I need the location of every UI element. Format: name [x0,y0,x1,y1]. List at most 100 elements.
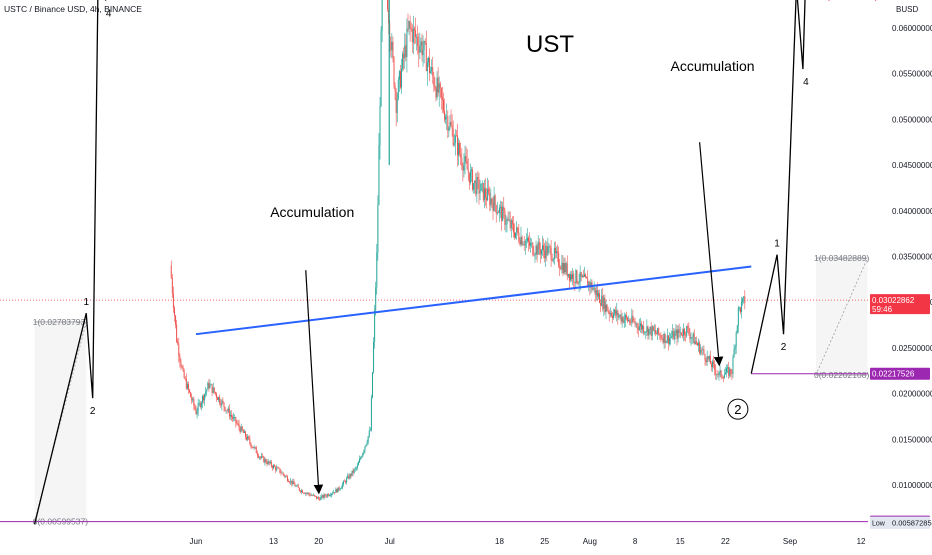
candle-body [666,335,668,342]
candle-body [326,494,328,497]
candle-body [569,274,571,281]
candle-body [630,322,632,324]
candle-body [219,397,221,404]
candle-body [285,476,287,477]
candle-body [498,207,500,214]
candle-body [321,495,323,497]
candle-body [619,314,621,317]
candle-body [558,252,560,266]
candle-body [284,476,286,477]
candle-body [268,461,270,464]
candle-body [373,341,375,373]
candle-body [409,21,411,28]
candle-body [345,481,347,483]
candle-body [178,344,180,357]
y-tick-label: 0.01000000 [892,481,932,490]
candle-body [338,487,340,490]
candle-body [377,205,379,253]
low-tag-value: 0.00587285 [892,519,932,528]
candle-body [451,125,453,129]
candle-body [379,106,381,146]
candle-body [242,430,244,434]
candle-body [182,367,184,371]
time-axis[interactable]: Jun 13 20 Jul 18 25 Aug 8 15 22 Sep 12 [190,537,866,546]
candle-body [580,272,582,277]
candle-body [632,315,634,322]
candle-body [661,338,663,340]
candle-body [563,263,565,274]
candle-body [519,240,521,245]
candle-body [267,461,269,465]
candle-body [312,495,314,496]
price-axis[interactable]: BUSD 0.110000000.105000000.100000000.095… [870,0,932,529]
candle-body [359,458,361,463]
x-tick-label: Jun [190,537,203,546]
elliott-wave-right[interactable] [750,0,809,374]
current-price-tag [870,294,930,315]
candle-body [488,188,490,194]
candle-body [484,188,486,198]
candle-body [658,328,660,335]
candle-body [631,315,633,323]
candle-body [588,282,590,287]
candle-body [266,462,268,465]
candle-body [549,246,551,248]
candle-body [693,333,695,345]
candle-body [234,417,236,418]
candle-body [249,438,251,443]
candle-body [566,263,568,277]
candle-body [316,496,318,499]
candle-body [319,498,321,501]
candle-body [486,197,488,201]
symbol-info: USTC / Binance USD, 4h, BINANCE [4,4,142,14]
candle-body [229,414,231,417]
candle-body [504,210,506,225]
candle-body [672,330,674,337]
candle-body [282,472,284,475]
candle-body [510,220,512,229]
candle-body [643,325,645,333]
elliott-wave-left[interactable] [33,0,112,525]
candle-body [478,179,480,194]
candle-body [406,28,408,57]
candle-body [712,361,714,368]
candle-body [705,360,707,363]
candle-body [411,29,413,43]
candle-body [232,416,234,419]
candle-body [424,41,426,44]
candle-body [650,326,652,336]
candle-body [392,41,394,58]
candle-body [327,494,329,496]
candle-body [597,293,599,297]
candle-body [545,245,547,259]
candle-body [689,333,691,339]
candle-body [508,219,510,221]
candle-body [320,496,322,501]
candle-body [472,169,474,190]
candle-body [561,262,563,270]
candle-body [562,262,564,274]
candle-body [295,485,297,487]
fib-level-label: 1(0.03482889) [814,253,869,263]
candle-body [192,398,194,401]
candle-body [307,492,309,494]
candle-body [253,446,255,449]
candle-body [252,447,254,449]
candle-body [731,373,733,374]
candle-body [437,77,439,93]
candle-body [171,277,173,294]
candle-body [648,329,650,336]
candle-body [185,378,187,389]
candle-body [670,337,672,338]
candle-body [595,290,597,295]
candle-body [470,169,472,172]
candle-body [483,188,485,201]
trendline[interactable] [195,265,752,336]
candle-body [207,382,209,390]
candle-body [479,190,481,194]
candle-body [294,484,296,487]
candle-body [494,195,496,206]
x-tick-label: 20 [314,537,323,546]
